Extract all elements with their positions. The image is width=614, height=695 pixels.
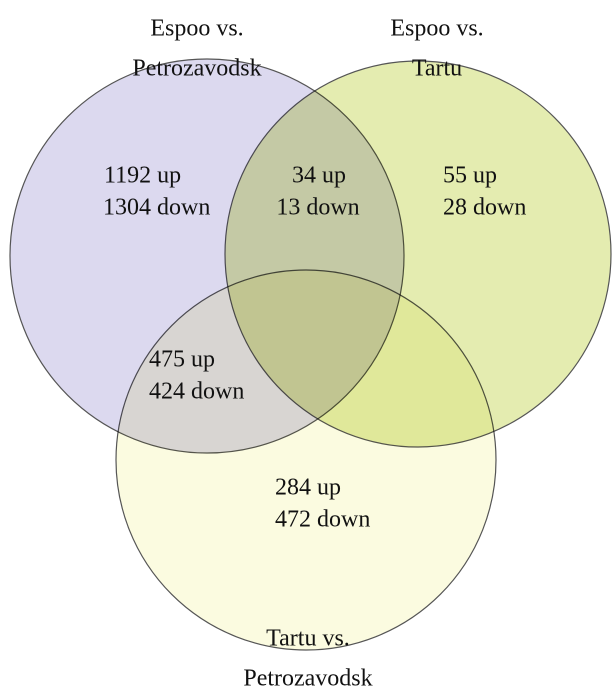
set-label: Petrozavodsk <box>132 56 261 82</box>
circles <box>9 58 612 651</box>
region-text: 13 down <box>276 195 359 221</box>
set-label: Tartu <box>412 56 462 82</box>
region-text: 55 up <box>443 163 497 189</box>
set-label: Petrozavodsk <box>243 666 372 692</box>
region-text: 1192 up <box>104 163 181 189</box>
region-text: 424 down <box>149 379 244 405</box>
region-text: 472 down <box>275 507 370 533</box>
set-label: Tartu vs. <box>266 626 350 652</box>
region-text: 28 down <box>443 195 526 221</box>
set-label: Espoo vs. <box>390 16 483 42</box>
set-label: Espoo vs. <box>150 16 243 42</box>
region-text: 34 up <box>292 163 346 189</box>
circle-espoo-tartu <box>224 60 612 448</box>
region-text: 284 up <box>275 475 341 501</box>
region-text: 475 up <box>149 347 215 373</box>
region-text: 1304 down <box>103 195 210 221</box>
